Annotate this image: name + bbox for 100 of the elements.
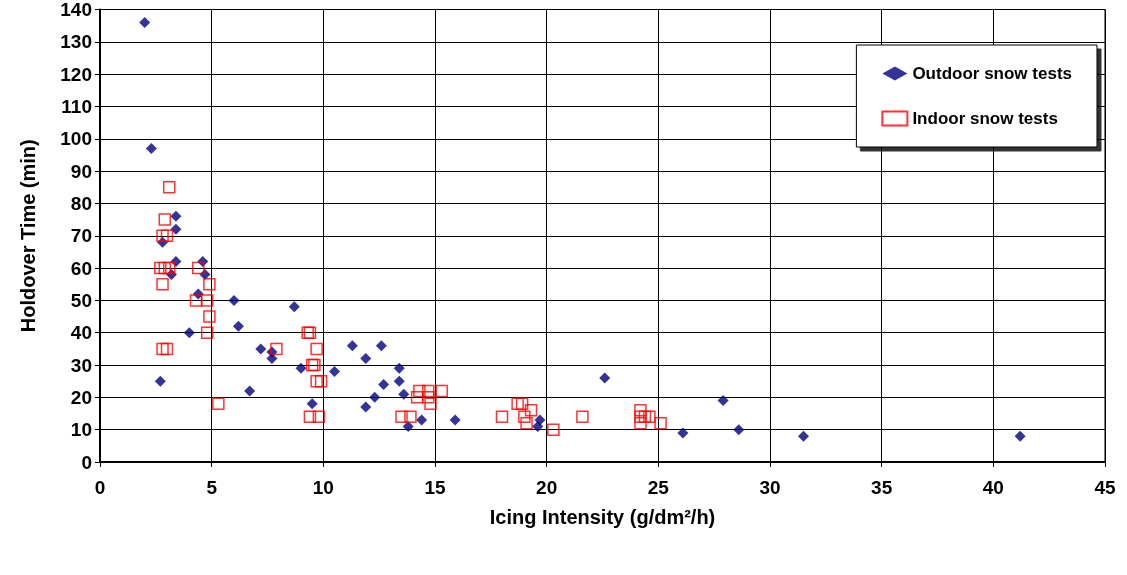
- point: [402, 420, 414, 432]
- point: [369, 391, 381, 403]
- point: [312, 410, 326, 423]
- point: [634, 410, 647, 423]
- point: [244, 385, 256, 397]
- y-tick-label: 50: [70, 289, 92, 311]
- x-tick-label: 15: [424, 477, 446, 498]
- point: [395, 410, 408, 423]
- point: [310, 342, 323, 356]
- y-tick-label: 120: [60, 63, 92, 85]
- y-tick-label: 140: [60, 0, 92, 20]
- x-axis-title: Icing Intensity (g/dm²/h): [489, 506, 716, 528]
- point: [303, 410, 317, 423]
- x-tick-label: 35: [871, 477, 893, 498]
- point: [212, 397, 225, 411]
- point: [532, 420, 544, 432]
- point: [495, 410, 509, 423]
- point: [183, 327, 195, 339]
- point: [158, 213, 172, 226]
- point: [717, 395, 729, 407]
- point: [314, 374, 328, 388]
- point: [393, 375, 405, 387]
- point: [158, 261, 172, 275]
- y-tick-label: 40: [70, 322, 92, 344]
- point: [203, 310, 216, 323]
- point: [160, 229, 174, 242]
- point: [634, 404, 647, 417]
- point: [170, 210, 182, 222]
- point: [192, 261, 205, 275]
- point: [162, 261, 176, 275]
- point: [154, 375, 166, 387]
- point: [329, 366, 340, 377]
- point: [266, 353, 278, 365]
- legend-label: Indoor snow tests: [912, 109, 1058, 128]
- point: [375, 340, 387, 352]
- legend-label: Outdoor snow tests: [912, 64, 1073, 83]
- point: [422, 384, 435, 398]
- point: [288, 301, 300, 313]
- y-tick-label: 80: [70, 192, 92, 214]
- point: [170, 223, 182, 235]
- point: [162, 181, 176, 194]
- point: [310, 374, 323, 388]
- point: [228, 294, 240, 306]
- x-tick-label: 30: [759, 477, 781, 498]
- y-tick-label: 0: [81, 451, 92, 473]
- point: [424, 397, 437, 411]
- point: [270, 342, 283, 356]
- y-tick-label: 10: [70, 419, 92, 441]
- point: [189, 294, 203, 307]
- point: [200, 294, 214, 307]
- point: [511, 397, 524, 411]
- point: [654, 416, 667, 430]
- x-tick-label: 40: [982, 477, 1004, 498]
- x-tick-label: 10: [312, 477, 334, 498]
- point: [435, 384, 448, 398]
- point: [599, 372, 611, 384]
- point: [232, 320, 244, 332]
- point: [360, 401, 372, 413]
- y-tick-label: 110: [61, 95, 92, 117]
- point: [160, 342, 174, 356]
- x-tick-label: 25: [647, 477, 670, 498]
- x-tick-label: 5: [206, 477, 218, 498]
- y-tick-label: 60: [70, 257, 92, 279]
- point: [524, 404, 538, 417]
- point: [346, 340, 358, 352]
- x-tick-label: 0: [94, 477, 106, 498]
- point: [547, 423, 560, 436]
- y-tick-label: 20: [70, 386, 92, 408]
- y-tick-label: 70: [70, 225, 92, 247]
- y-axis-title: Holdover Time (min): [17, 139, 39, 333]
- point: [638, 410, 652, 423]
- point: [413, 384, 426, 398]
- point: [410, 391, 424, 404]
- point: [515, 397, 529, 411]
- point: [677, 427, 689, 439]
- point: [295, 362, 307, 374]
- point: [416, 414, 428, 426]
- y-tick-label: 100: [60, 128, 92, 150]
- point: [145, 142, 157, 154]
- x-tick-label: 45: [1094, 477, 1116, 498]
- point: [156, 342, 169, 356]
- y-tick-label: 30: [70, 354, 92, 376]
- y-tick-label: 90: [70, 160, 92, 182]
- x-tick-label: 20: [536, 477, 558, 498]
- point: [203, 277, 216, 291]
- point: [643, 410, 656, 423]
- point: [255, 343, 267, 355]
- point: [398, 388, 410, 400]
- point: [139, 16, 151, 28]
- point: [404, 410, 417, 423]
- point: [449, 414, 461, 426]
- point: [156, 229, 169, 242]
- point: [360, 353, 372, 365]
- point: [518, 410, 531, 423]
- point: [378, 378, 390, 390]
- point: [306, 398, 318, 410]
- point: [520, 416, 533, 430]
- point: [798, 430, 809, 442]
- point: [576, 410, 589, 423]
- point: [156, 277, 169, 291]
